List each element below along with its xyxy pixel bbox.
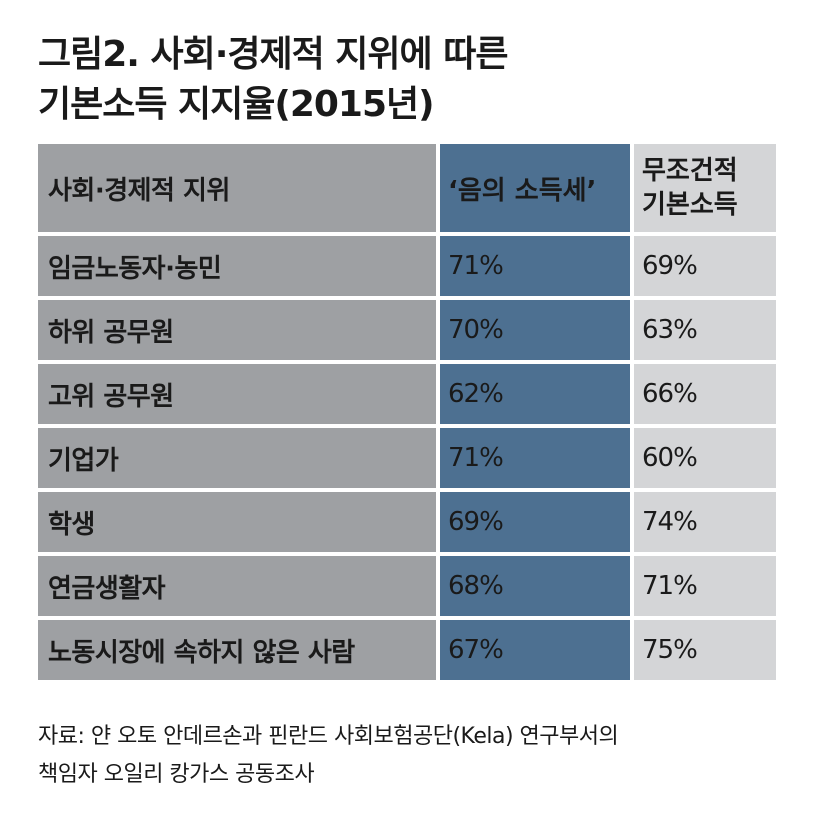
row-label: 고위 공무원 xyxy=(38,364,440,424)
header-unconditional-line-1: 무조건적 xyxy=(642,156,738,186)
row-label: 기업가 xyxy=(38,428,440,488)
negative-income-tax-value: 67% xyxy=(440,620,634,680)
table-row: 학생 69% 74% xyxy=(38,492,776,552)
table-row: 노동시장에 속하지 않은 사람 67% 75% xyxy=(38,620,776,680)
unconditional-basic-income-value: 66% xyxy=(634,364,776,424)
negative-income-tax-value: 68% xyxy=(440,556,634,616)
row-label: 하위 공무원 xyxy=(38,300,440,360)
source-line-1: 자료: 얀 오토 안데르손과 핀란드 사회보험공단(Kela) 연구부서의 xyxy=(38,724,619,749)
negative-income-tax-value: 69% xyxy=(440,492,634,552)
source-note: 자료: 얀 오토 안데르손과 핀란드 사회보험공단(Kela) 연구부서의 책임… xyxy=(38,718,798,794)
chart-title-line-1: 그림2. 사회·경제적 지위에 따른 xyxy=(38,34,508,75)
negative-income-tax-value: 70% xyxy=(440,300,634,360)
row-label: 임금노동자·농민 xyxy=(38,236,440,296)
unconditional-basic-income-value: 74% xyxy=(634,492,776,552)
table-row: 고위 공무원 62% 66% xyxy=(38,364,776,424)
unconditional-basic-income-value: 63% xyxy=(634,300,776,360)
unconditional-basic-income-value: 71% xyxy=(634,556,776,616)
chart-title-line-2: 기본소득 지지율(2015년) xyxy=(38,84,435,125)
table-row: 임금노동자·농민 71% 69% xyxy=(38,236,776,296)
table-row: 기업가 71% 60% xyxy=(38,428,776,488)
table-row: 하위 공무원 70% 63% xyxy=(38,300,776,360)
header-status: 사회·경제적 지위 xyxy=(38,144,440,232)
row-label: 연금생활자 xyxy=(38,556,440,616)
row-label: 학생 xyxy=(38,492,440,552)
negative-income-tax-value: 71% xyxy=(440,428,634,488)
negative-income-tax-value: 71% xyxy=(440,236,634,296)
negative-income-tax-value: 62% xyxy=(440,364,634,424)
unconditional-basic-income-value: 60% xyxy=(634,428,776,488)
header-unconditional-line-2: 기본소득 xyxy=(642,190,738,220)
data-table: 사회·경제적 지위 ‘음의 소득세’ 무조건적 기본소득 임금노동자·농민 71%… xyxy=(38,140,776,684)
row-label: 노동시장에 속하지 않은 사람 xyxy=(38,620,440,680)
unconditional-basic-income-value: 69% xyxy=(634,236,776,296)
chart-title: 그림2. 사회·경제적 지위에 따른 기본소득 지지율(2015년) xyxy=(38,30,798,130)
header-negative-income-tax: ‘음의 소득세’ xyxy=(440,144,634,232)
source-line-2: 책임자 오일리 캉가스 공동조사 xyxy=(38,762,315,787)
table-body: 임금노동자·농민 71% 69% 하위 공무원 70% 63% 고위 공무원 62% 66% 기업… xyxy=(38,236,776,680)
table-header-row: 사회·경제적 지위 ‘음의 소득세’ 무조건적 기본소득 xyxy=(38,144,776,232)
table-row: 연금생활자 68% 71% xyxy=(38,556,776,616)
unconditional-basic-income-value: 75% xyxy=(634,620,776,680)
header-unconditional-basic-income: 무조건적 기본소득 xyxy=(634,144,776,232)
